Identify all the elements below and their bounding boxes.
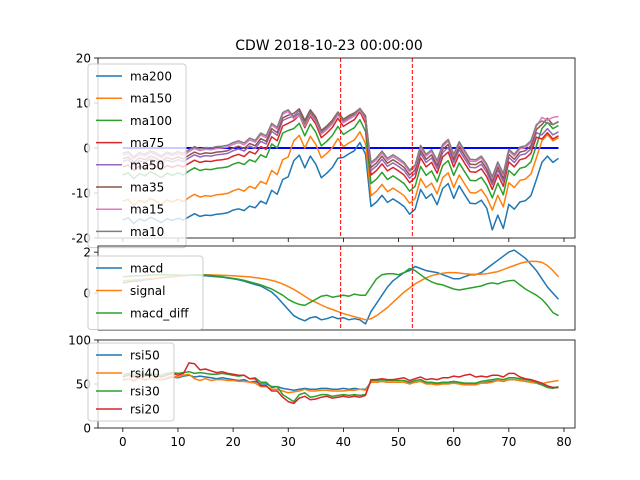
y-tick-label: 0 — [83, 142, 91, 156]
x-tick-label: 30 — [281, 435, 296, 449]
chart-panels: -20-1001020ma200ma150ma100ma75ma50ma35ma… — [68, 52, 576, 449]
legend: ma200 ma150 ma100 ma75 ma50 ma35 ma15 ma10 — [87, 63, 187, 249]
x-tick-label: 70 — [501, 435, 516, 449]
legend-label: rsi50 — [130, 349, 160, 363]
y-tick-label: 50 — [76, 378, 91, 392]
legend: rsi50 rsi40 rsi30 rsi20 — [87, 342, 175, 422]
plot-area — [122, 362, 559, 405]
legend-label: macd_diff — [130, 307, 189, 321]
y-tick-label: 0 — [83, 287, 91, 301]
series-line-rsi20 — [122, 362, 559, 405]
legend-box — [87, 63, 187, 249]
panel-macd: 0 2 macd signal macd_diff — [83, 245, 576, 331]
chart-title: CDW 2018-10-23 00:00:00 — [235, 38, 423, 54]
panel-moving-averages: -20-1001020ma200ma150ma100ma75ma50ma35ma… — [71, 52, 576, 249]
y-tick-label: -20 — [71, 232, 91, 246]
legend-box — [87, 255, 204, 330]
legend-label: signal — [130, 284, 166, 298]
series-line-rsi30 — [122, 370, 559, 403]
legend-label: rsi30 — [130, 385, 160, 399]
legend-label: ma150 — [130, 92, 172, 106]
y-tick-label: 20 — [76, 52, 91, 66]
x-tick-label: 10 — [170, 435, 185, 449]
y-tick-label: 10 — [76, 97, 91, 111]
plot-area — [122, 58, 559, 238]
x-tick-label: 60 — [446, 435, 461, 449]
legend-label: ma75 — [130, 136, 164, 150]
legend-box — [87, 342, 175, 422]
series-line-rsi40 — [122, 373, 559, 394]
legend-label: ma200 — [130, 70, 172, 84]
x-tick-label: 20 — [225, 435, 240, 449]
legend-label: ma10 — [130, 225, 164, 239]
series-line-ma10 — [122, 107, 559, 178]
legend-label: ma35 — [130, 181, 164, 195]
legend-label: rsi40 — [130, 367, 160, 381]
x-tick-label: 50 — [391, 435, 406, 449]
legend-label: ma15 — [130, 203, 164, 217]
x-tick-label: 40 — [336, 435, 351, 449]
series-line-ma75 — [122, 110, 559, 191]
x-tick-label: 80 — [556, 435, 571, 449]
legend: macd signal macd_diff — [87, 255, 204, 330]
legend-label: ma100 — [130, 114, 172, 128]
y-tick-label: 100 — [68, 334, 91, 348]
legend-label: ma50 — [130, 158, 164, 172]
legend-label: rsi20 — [130, 403, 160, 417]
x-tick-label: 0 — [119, 435, 127, 449]
y-tick-label: -10 — [71, 187, 91, 201]
legend-label: macd — [130, 262, 163, 276]
y-tick-label: 0 — [83, 422, 91, 436]
y-tick-label: 2 — [83, 246, 91, 260]
